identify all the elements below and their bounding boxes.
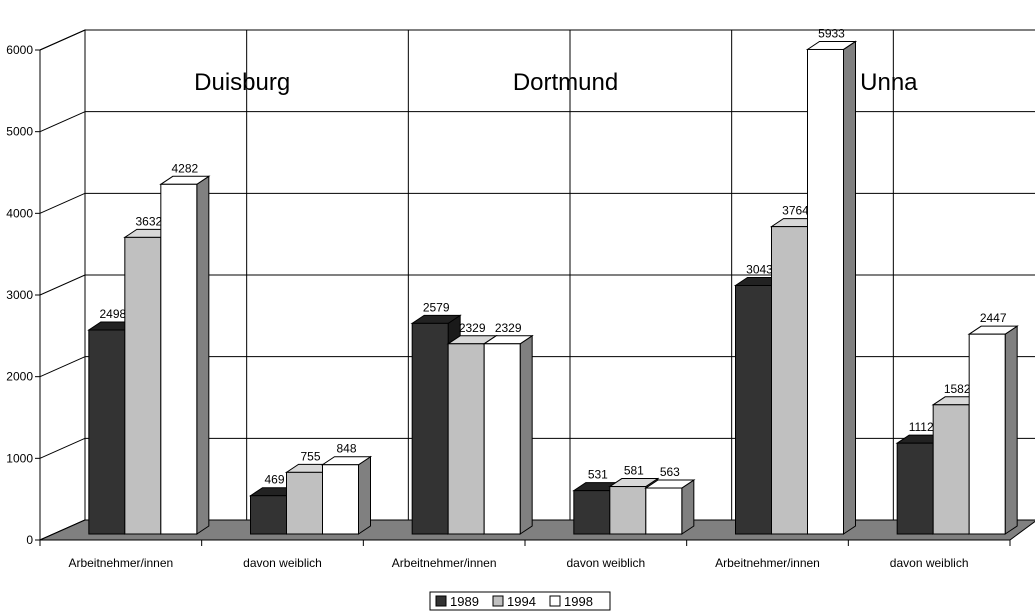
x-tick-label: davon weiblich: [890, 556, 969, 570]
gridline-side: [39, 111, 86, 133]
legend-label: 1998: [564, 594, 593, 609]
legend: 1989 1994 1998: [429, 591, 611, 611]
legend-swatch: [549, 595, 561, 607]
data-label: 563: [660, 465, 680, 479]
legend-label: 1994: [507, 594, 536, 609]
legend-swatch: [492, 595, 504, 607]
data-label: 4282: [171, 161, 198, 175]
data-label: 848: [336, 442, 356, 456]
bars: 2498 3632 4282 469 755 848 2579 2329 2329 531 581 5…: [87, 26, 1019, 535]
gridline-side: [39, 29, 86, 51]
bar-side: [843, 40, 856, 535]
region-label: Unna: [860, 69, 918, 96]
legend-entry: 1989: [435, 594, 479, 609]
y-tick-label: 5000: [6, 125, 33, 139]
bar-front: [250, 495, 287, 535]
bar-side: [196, 175, 210, 535]
bar-side: [358, 455, 371, 535]
bar-front: [807, 48, 844, 535]
bar-front: [771, 226, 808, 535]
legend-box: [429, 591, 611, 611]
bar: 5933: [805, 26, 858, 535]
x-tick-label: davon weiblich: [243, 556, 322, 570]
data-label: 1582: [944, 382, 971, 396]
bar-side: [1004, 325, 1018, 535]
y-tick-label: 3000: [6, 288, 33, 302]
legend-swatch: [435, 595, 447, 607]
bar-side: [681, 479, 695, 535]
bar-front: [609, 486, 647, 535]
data-label: 3764: [782, 204, 809, 218]
bar-front: [645, 487, 683, 535]
y-axis: 0 1000 2000 3000 4000 5000 6000: [6, 43, 41, 547]
data-label: 469: [264, 473, 284, 487]
bar-front: [124, 236, 162, 535]
bar-front: [160, 183, 198, 535]
bar-front: [88, 329, 126, 535]
data-label: 581: [624, 464, 644, 478]
bar-front: [447, 343, 485, 535]
bar-front: [322, 464, 359, 535]
data-label: 755: [300, 449, 320, 463]
x-tick-label: Arbeitnehmer/innen: [68, 556, 173, 570]
gridline-side: [39, 192, 86, 214]
y-tick-label: 6000: [6, 43, 33, 57]
legend-label: 1989: [450, 594, 479, 609]
bar: 4282: [159, 161, 211, 535]
bar-front: [932, 404, 970, 535]
data-label: 2329: [495, 321, 522, 335]
bar-front: [411, 322, 449, 535]
data-label: 2447: [980, 311, 1007, 325]
data-label: 2498: [99, 307, 126, 321]
data-label: 1112: [909, 420, 934, 434]
x-axis: Arbeitnehmer/innen davon weiblich Arbeitne…: [39, 539, 1011, 570]
bar: 2447: [967, 311, 1019, 535]
region-label: Dortmund: [513, 69, 618, 96]
bar-front: [896, 442, 934, 535]
data-label: 2329: [459, 321, 486, 335]
gridline-side: [39, 274, 86, 296]
y-tick-label: 0: [26, 533, 33, 547]
bar-front: [483, 343, 521, 535]
data-label: 3632: [135, 214, 162, 228]
gridline-side: [39, 437, 86, 459]
bar: 2329: [482, 321, 534, 535]
legend-entry: 1994: [492, 594, 536, 609]
bar-front: [735, 284, 772, 535]
region-label: Duisburg: [194, 69, 290, 96]
data-label: 5933: [818, 26, 845, 40]
bar-front: [286, 471, 323, 535]
data-label: 531: [588, 468, 608, 482]
bar: 563: [644, 465, 696, 535]
x-tick-label: Arbeitnehmer/innen: [392, 556, 497, 570]
region-labels: Duisburg Dortmund Unna: [194, 69, 918, 96]
y-tick-label: 2000: [6, 370, 33, 384]
y-tick-label: 1000: [6, 451, 33, 465]
bar-front: [968, 333, 1006, 535]
data-label: 3043: [746, 262, 773, 276]
data-label: 2579: [423, 300, 450, 314]
y-tick-label: 4000: [6, 206, 33, 220]
bar: 848: [320, 442, 373, 535]
gridline-side: [39, 356, 86, 378]
x-tick-label: Arbeitnehmer/innen: [715, 556, 820, 570]
legend-entry: 1998: [549, 594, 593, 609]
bar-front: [573, 490, 611, 535]
chart-walls: [39, 29, 1035, 541]
x-tick-label: davon weiblich: [566, 556, 645, 570]
bar-side: [519, 334, 533, 535]
